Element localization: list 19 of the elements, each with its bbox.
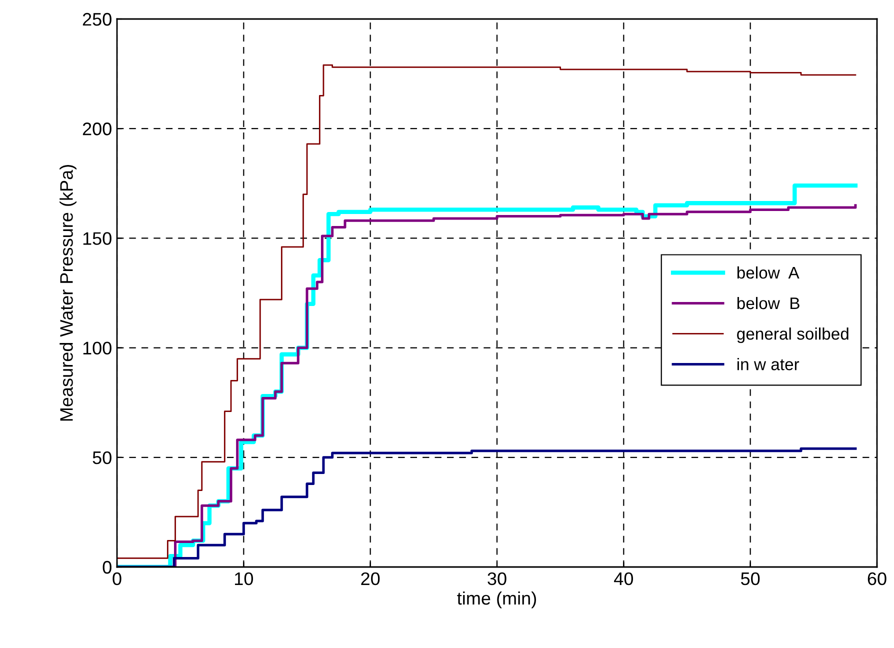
y-tick-label: 50 (92, 451, 112, 464)
y-tick-label: 100 (83, 342, 112, 355)
legend-label: below A (737, 266, 800, 279)
legend-label: general soilbed (737, 327, 848, 344)
x-tick-label: 40 (614, 572, 634, 586)
x-tick-label: 10 (235, 572, 254, 586)
y-tick-label: 0 (102, 560, 112, 574)
y-tick-label: 150 (83, 232, 112, 245)
x-tick-label: 30 (488, 572, 506, 586)
x-tick-label: 0 (112, 572, 122, 586)
legend-label: below B (737, 296, 800, 310)
y-tick-label: 200 (82, 122, 112, 136)
y-tick-label: 250 (82, 12, 112, 26)
x-tick-label: 60 (868, 572, 886, 586)
legend-label: in w ater (737, 358, 800, 370)
y-axis-title: Measured Water Pressure (kPa) (60, 165, 76, 421)
x-axis-title: time (min) (457, 591, 536, 608)
x-tick-label: 50 (741, 572, 760, 586)
x-tick-label: 20 (361, 572, 380, 586)
